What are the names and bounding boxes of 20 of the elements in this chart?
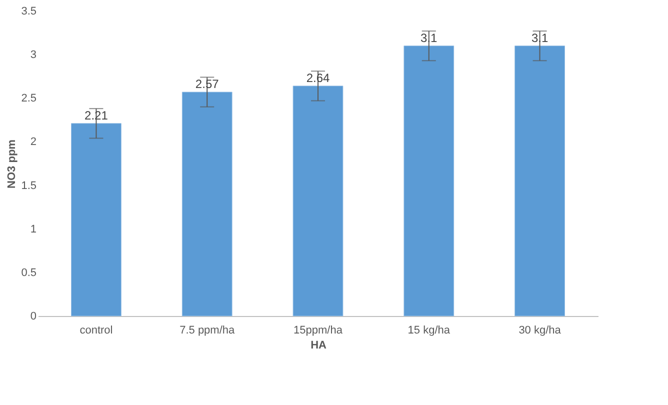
y-tick-label: 0 xyxy=(30,310,36,322)
x-tick-label: 15 kg/ha xyxy=(408,324,451,336)
y-tick-label: 1.5 xyxy=(21,180,36,192)
x-tick-label: 7.5 ppm/ha xyxy=(180,324,236,336)
y-tick-label: 2 xyxy=(30,136,36,148)
bar xyxy=(182,92,232,316)
y-tick-label: 2.5 xyxy=(21,92,36,105)
y-tick-label: 0.5 xyxy=(21,266,36,279)
y-tick-label: 3.5 xyxy=(21,6,36,18)
x-tick-label: 15ppm/ha xyxy=(294,324,344,336)
x-axis-title: HA xyxy=(310,340,326,352)
y-tick-label: 1 xyxy=(30,223,36,236)
bar xyxy=(71,123,122,316)
y-tick-label: 3 xyxy=(30,49,36,62)
x-tick-label: control xyxy=(80,324,113,336)
bar xyxy=(514,46,565,316)
bar xyxy=(292,86,344,316)
bar xyxy=(404,46,454,316)
y-axis-title: NO3 ppm xyxy=(6,139,18,188)
x-tick-label: 30 kg/ha xyxy=(518,324,562,336)
